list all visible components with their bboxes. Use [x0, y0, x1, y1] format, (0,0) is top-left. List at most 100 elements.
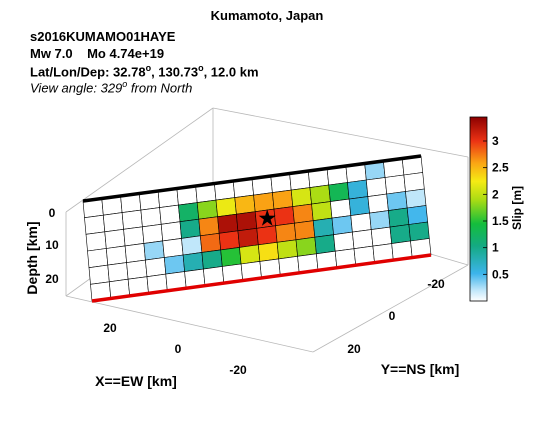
colorbar-tick-label: 0.5	[492, 267, 509, 281]
box-edge	[312, 264, 469, 353]
hypocenter	[258, 209, 276, 226]
latlon-line: Lat/Lon/Dep: 32.78o, 130.73o, 12.0 km	[30, 63, 259, 79]
slip-cell	[181, 235, 203, 256]
colorbar-tick-label: 3	[492, 134, 499, 148]
slip-cell	[215, 197, 237, 218]
slip-cell	[237, 227, 259, 248]
z-tick-label: 20	[45, 272, 59, 286]
slip-cell	[201, 249, 223, 270]
x-tick-label: -20	[229, 363, 247, 377]
y-tick-label: 20	[347, 342, 361, 356]
slip-cell	[196, 199, 218, 220]
degree-mark: o	[145, 63, 152, 73]
axis-labels: X==EW [km] Y==NS [km] Depth [km]	[24, 221, 459, 389]
slip-cell	[347, 179, 369, 200]
slip-cell	[105, 245, 127, 266]
slip-cell	[388, 207, 410, 228]
slip-cell	[179, 218, 201, 239]
fault-traces	[82, 154, 432, 303]
colorbar-tick-label: 2.5	[492, 161, 509, 175]
box-edge	[212, 107, 469, 158]
top-fault-trace	[82, 154, 422, 203]
latlon-mid: , 130.73	[151, 64, 199, 80]
slip-cell	[369, 210, 391, 230]
axis-ticks: 0 10 20 20 0 -20 -20 0 20	[45, 206, 445, 377]
view-prefix: View angle: 329	[30, 80, 123, 96]
slip-cell	[350, 212, 372, 233]
slip-cell	[88, 264, 110, 285]
slip-cell	[256, 225, 278, 246]
colorbar-tick-label: 1.5	[492, 214, 509, 228]
degree-mark: o	[122, 79, 128, 89]
slip-cell	[294, 220, 316, 241]
slip-cell	[386, 191, 408, 211]
slip-cell	[257, 241, 280, 262]
slip-cell	[405, 188, 427, 209]
slip-cell	[331, 215, 353, 236]
slip-cell	[273, 206, 295, 227]
slip-cell	[253, 192, 275, 213]
colorbar: 0.5 1 1.5 2 2.5 3 Slip [m]	[469, 116, 524, 302]
slip-cell	[217, 213, 239, 234]
y-tick-label: -20	[427, 277, 445, 291]
x-tick-label: 0	[175, 342, 182, 356]
slip-cell	[309, 184, 331, 205]
slip-cell	[276, 239, 298, 260]
colorbar-tick-label: 1	[492, 241, 499, 255]
slip-cell	[102, 212, 124, 233]
hypocenter-star	[258, 209, 276, 226]
slip-cell	[272, 189, 294, 210]
y-axis-label: Y==NS [km]	[381, 361, 460, 377]
slip-cell	[198, 216, 220, 237]
degree-mark: o	[198, 63, 204, 73]
mo-label: Mo 4.74e+19	[87, 46, 165, 61]
slip-cell	[218, 230, 240, 251]
bottom-fault-trace	[91, 253, 432, 303]
slip-cell	[182, 252, 204, 272]
slip-cell	[333, 231, 355, 252]
slip-cell	[163, 254, 185, 275]
slip-cell	[84, 214, 106, 235]
z-axis-label: Depth [km]	[24, 221, 40, 294]
slip-cell	[352, 229, 374, 250]
slip-cells	[82, 155, 432, 302]
slip-cell	[87, 248, 109, 269]
slip-cell	[290, 187, 312, 207]
slip-cell	[403, 172, 425, 192]
slip-cell	[145, 257, 167, 278]
x-axis-label: X==EW [km]	[95, 373, 177, 389]
slip-cell	[365, 177, 388, 197]
view-suffix: from North	[127, 80, 193, 96]
slip-cell	[140, 207, 162, 228]
slip-cell	[370, 226, 393, 247]
slip-cell	[312, 217, 334, 238]
colorbar-label: Slip [m]	[510, 186, 524, 230]
colorbar-tick-label: 2	[492, 187, 499, 201]
colorbar-bar	[469, 116, 488, 302]
slip-cell	[236, 211, 258, 232]
slip-cell	[292, 203, 314, 224]
slip-cell	[220, 247, 242, 267]
view-angle-line: View angle: 329o from North	[30, 79, 192, 95]
event-id: s2016KUMAMO01HAYE	[30, 29, 176, 44]
slip-cell	[311, 201, 333, 222]
slip-cell	[123, 226, 145, 247]
box-edge	[65, 295, 314, 353]
slip-cell	[121, 209, 143, 230]
slip-cell	[275, 222, 297, 243]
slip-cell	[104, 228, 126, 249]
slip-cell	[367, 193, 389, 214]
slip-cell	[160, 221, 182, 242]
mw-label: Mw 7.0	[30, 46, 73, 61]
slip-cell	[143, 240, 165, 261]
slip-cell	[239, 244, 261, 265]
chart-title: Kumamoto, Japan	[210, 8, 324, 23]
slip-cell	[124, 243, 146, 263]
slip-cell	[178, 202, 200, 223]
slip-cell	[406, 205, 429, 225]
slip-cell	[389, 224, 411, 244]
slip-cell	[126, 259, 148, 280]
z-tick-label: 10	[45, 238, 59, 252]
slip-cell	[384, 174, 406, 195]
slip-cell	[162, 238, 184, 258]
